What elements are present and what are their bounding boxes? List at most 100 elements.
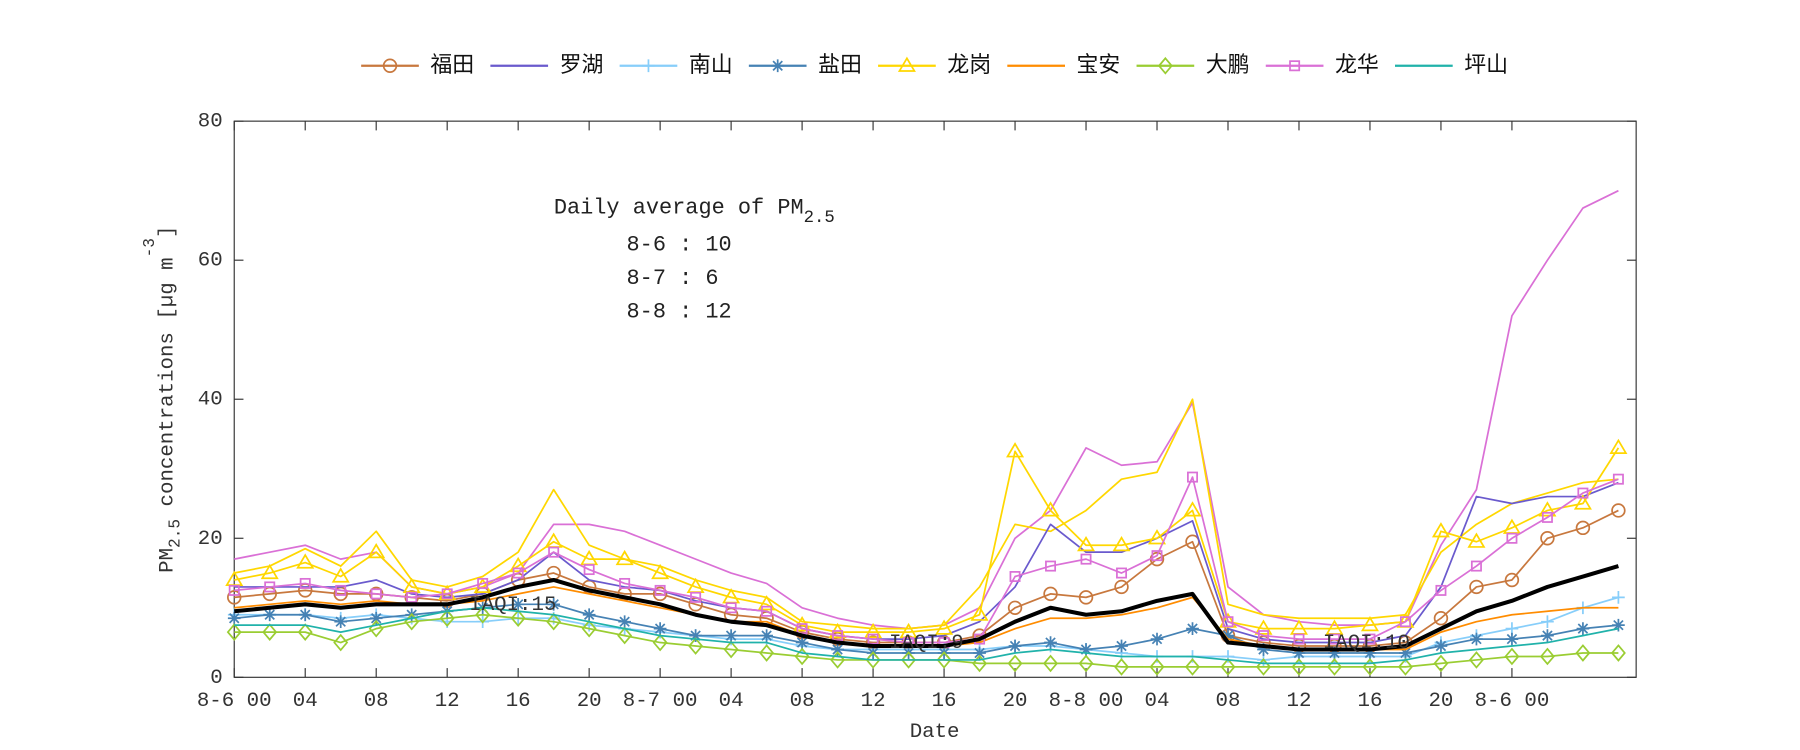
marker — [1538, 501, 1557, 517]
legend-item: 福田 — [361, 53, 474, 78]
series — [228, 471, 1624, 649]
marker — [227, 590, 242, 605]
y-tick-label: 60 — [198, 250, 223, 273]
marker — [1326, 658, 1342, 676]
marker — [1470, 632, 1483, 646]
marker — [510, 609, 526, 628]
marker — [511, 597, 525, 611]
legend-marker — [642, 59, 655, 73]
marker — [264, 581, 276, 593]
series — [234, 564, 1619, 652]
marker — [331, 567, 350, 583]
note-line: 8-7 : 6 — [627, 266, 719, 291]
marker — [1467, 532, 1486, 548]
marker — [1187, 471, 1198, 483]
marker — [1044, 636, 1057, 649]
marker — [582, 608, 596, 622]
marker — [864, 622, 883, 639]
marker — [652, 633, 668, 652]
marker — [334, 615, 348, 629]
marker — [226, 623, 242, 641]
marker — [1362, 658, 1378, 676]
note-head-sub: 2.5 — [804, 208, 835, 227]
legend-item: 龙岗 — [878, 53, 991, 78]
legend-label: 盐田 — [818, 53, 862, 78]
marker — [441, 588, 453, 600]
series-line — [234, 476, 1619, 644]
marker — [1504, 647, 1520, 666]
y-tick-label: 80 — [198, 111, 223, 134]
marker — [935, 619, 954, 635]
marker — [512, 567, 524, 579]
marker — [1540, 531, 1555, 546]
y-axis-label-part: 2.5 — [167, 519, 185, 548]
marker — [1573, 494, 1592, 510]
series-line — [234, 481, 1619, 644]
marker — [1006, 442, 1025, 458]
marker — [1149, 658, 1165, 676]
marker — [369, 611, 383, 625]
marker — [1078, 654, 1094, 673]
legend-item: 罗湖 — [490, 53, 603, 78]
legend-item: 南山 — [619, 53, 733, 78]
marker — [615, 549, 634, 566]
annotation: IAQI:15 — [469, 594, 556, 617]
marker — [1183, 501, 1202, 517]
marker — [1541, 615, 1554, 629]
marker — [1151, 550, 1163, 562]
marker — [1114, 658, 1130, 676]
marker — [1116, 567, 1128, 579]
marker — [439, 609, 455, 628]
legend-label: 宝安 — [1077, 53, 1121, 78]
marker — [1575, 644, 1591, 662]
y-tick-label: 0 — [210, 667, 222, 690]
marker — [651, 563, 670, 580]
marker — [724, 629, 738, 642]
marker — [796, 623, 808, 635]
series — [234, 398, 1619, 630]
legend-item: 坪山 — [1394, 53, 1508, 78]
marker — [406, 591, 418, 603]
marker — [1291, 658, 1307, 676]
marker — [1541, 629, 1554, 642]
x-tick-label: 08 — [1216, 690, 1241, 713]
marker — [1007, 600, 1023, 615]
marker — [1147, 529, 1167, 545]
marker — [1399, 616, 1411, 628]
legend-marker — [897, 56, 916, 72]
marker — [1150, 632, 1164, 646]
marker — [1045, 560, 1057, 572]
x-tick-label: 16 — [932, 690, 957, 713]
marker — [1360, 615, 1379, 632]
x-tick-label: 16 — [1358, 690, 1383, 713]
marker — [653, 622, 667, 635]
marker — [296, 553, 315, 569]
legend-label: 坪山 — [1464, 53, 1508, 78]
marker — [1220, 658, 1236, 676]
legend-marker — [1157, 56, 1173, 75]
marker — [1470, 560, 1482, 572]
marker — [1433, 611, 1449, 626]
x-tick-label: 04 — [293, 690, 318, 713]
marker — [370, 588, 382, 600]
legend-label: 罗湖 — [560, 53, 604, 78]
marker — [759, 644, 775, 662]
legend-label: 龙华 — [1335, 53, 1379, 78]
marker — [1609, 438, 1628, 454]
x-tick-label: 12 — [435, 690, 460, 713]
x-tick-label: 12 — [1287, 690, 1312, 713]
marker — [970, 605, 989, 621]
marker — [263, 608, 277, 622]
marker — [1114, 579, 1129, 595]
marker — [583, 564, 595, 576]
marker — [1363, 646, 1377, 660]
y-tick-label: 40 — [198, 389, 223, 412]
marker — [1431, 522, 1450, 538]
marker — [1079, 643, 1093, 656]
marker — [725, 602, 737, 614]
series — [234, 481, 1619, 644]
marker — [1434, 639, 1448, 653]
x-tick-label: 8-8 00 — [1049, 690, 1124, 713]
y-axis-label-part: PM — [157, 548, 180, 573]
marker — [795, 636, 809, 649]
